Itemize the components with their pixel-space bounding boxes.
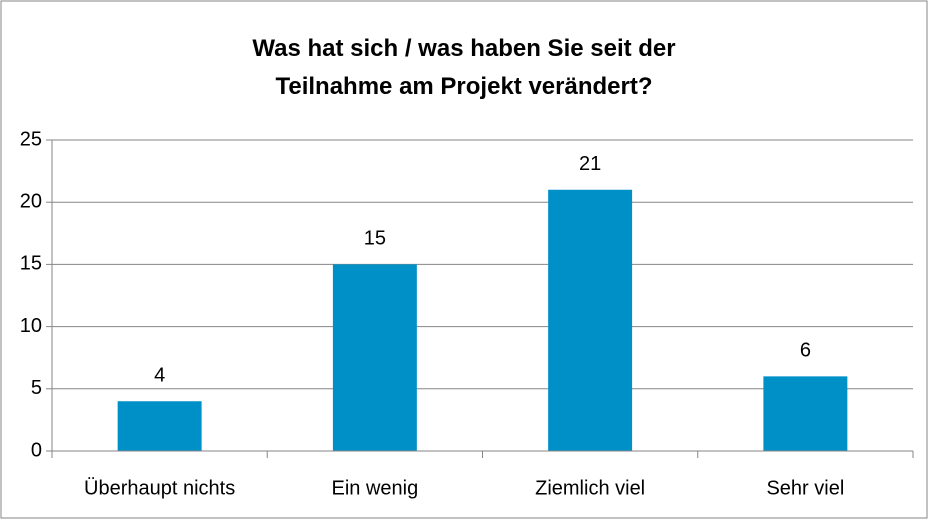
bar xyxy=(548,189,633,451)
chart-title: Was hat sich / was haben Sie seit der Te… xyxy=(252,35,676,100)
data-label: 21 xyxy=(579,153,601,175)
x-tick-label: Ziemlich viel xyxy=(535,477,645,499)
x-tick-label: Überhaupt nichts xyxy=(84,477,235,499)
data-label: 15 xyxy=(364,228,386,250)
bar xyxy=(332,264,417,451)
y-tick-label: 25 xyxy=(20,128,42,150)
x-tick-label: Sehr viel xyxy=(766,477,844,499)
data-label: 4 xyxy=(154,365,165,387)
y-tick-label: 0 xyxy=(31,439,42,461)
y-tick-label: 15 xyxy=(20,253,42,275)
data-label: 6 xyxy=(800,340,811,362)
y-tick-label: 10 xyxy=(20,315,42,337)
y-tick-label: 20 xyxy=(20,190,42,212)
bar xyxy=(117,401,202,451)
bar xyxy=(763,376,848,451)
x-tick-label: Ein wenig xyxy=(332,477,419,499)
y-tick-label: 5 xyxy=(31,377,42,399)
